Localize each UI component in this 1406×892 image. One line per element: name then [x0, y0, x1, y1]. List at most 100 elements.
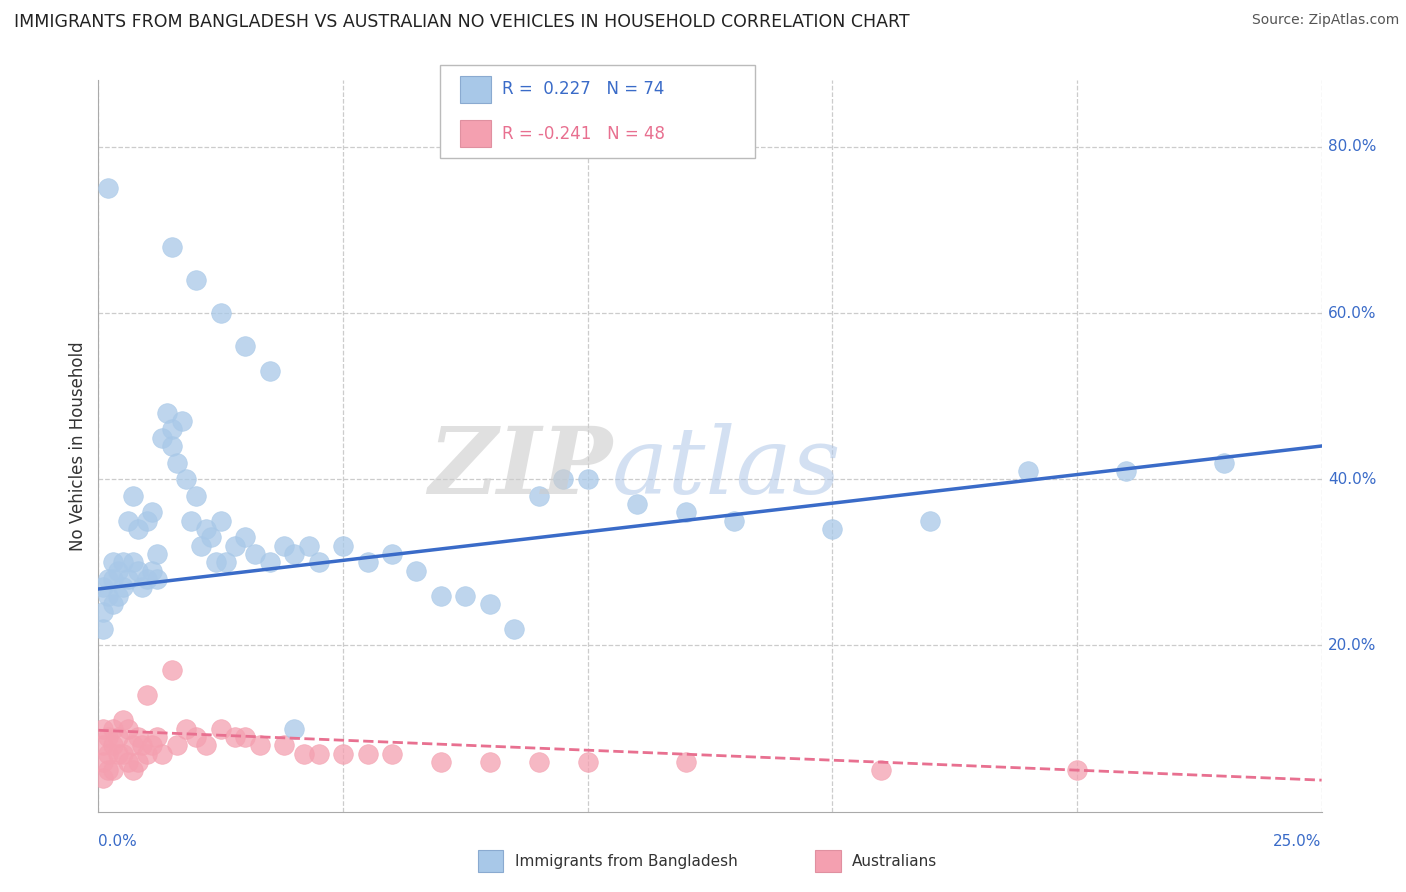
- Point: [131, 738, 153, 752]
- Point: [195, 522, 218, 536]
- Point: [136, 689, 159, 703]
- Point: [478, 597, 501, 611]
- Point: [576, 755, 599, 769]
- Point: [190, 539, 212, 553]
- Point: [91, 580, 114, 594]
- Point: [91, 622, 114, 636]
- Point: [97, 572, 120, 586]
- Point: [117, 572, 139, 586]
- Text: R = -0.241   N = 48: R = -0.241 N = 48: [502, 125, 665, 143]
- Point: [283, 722, 305, 736]
- Point: [626, 497, 648, 511]
- Point: [273, 539, 295, 553]
- Text: atlas: atlas: [612, 423, 842, 513]
- Point: [176, 722, 198, 736]
- Point: [186, 273, 208, 287]
- Point: [1066, 763, 1088, 777]
- Point: [111, 714, 134, 728]
- Point: [870, 763, 893, 777]
- Point: [127, 522, 149, 536]
- Point: [553, 472, 575, 486]
- Point: [170, 414, 193, 428]
- Point: [233, 339, 256, 353]
- Point: [160, 239, 183, 253]
- Text: 0.0%: 0.0%: [98, 834, 138, 848]
- Point: [1212, 456, 1234, 470]
- Point: [141, 738, 163, 752]
- Point: [146, 547, 169, 561]
- Point: [101, 555, 124, 569]
- Point: [136, 572, 159, 586]
- Point: [332, 539, 354, 553]
- Point: [107, 747, 129, 761]
- Point: [107, 564, 129, 578]
- Point: [91, 738, 114, 752]
- Point: [180, 514, 202, 528]
- Point: [121, 489, 143, 503]
- Text: IMMIGRANTS FROM BANGLADESH VS AUSTRALIAN NO VEHICLES IN HOUSEHOLD CORRELATION CH: IMMIGRANTS FROM BANGLADESH VS AUSTRALIAN…: [14, 13, 910, 31]
- Point: [97, 589, 120, 603]
- Point: [156, 406, 179, 420]
- Point: [503, 622, 526, 636]
- Point: [249, 738, 271, 752]
- Text: R =  0.227   N = 74: R = 0.227 N = 74: [502, 80, 664, 98]
- Point: [91, 605, 114, 619]
- Point: [675, 755, 697, 769]
- Point: [101, 763, 124, 777]
- Point: [91, 755, 114, 769]
- Point: [200, 530, 222, 544]
- Point: [243, 547, 266, 561]
- Point: [150, 431, 173, 445]
- Text: Immigrants from Bangladesh: Immigrants from Bangladesh: [515, 854, 737, 869]
- Point: [101, 597, 124, 611]
- Point: [127, 564, 149, 578]
- Point: [97, 181, 120, 195]
- Point: [121, 738, 143, 752]
- Point: [186, 730, 208, 744]
- Text: Source: ZipAtlas.com: Source: ZipAtlas.com: [1251, 13, 1399, 28]
- Point: [107, 589, 129, 603]
- Point: [224, 730, 246, 744]
- Point: [101, 572, 124, 586]
- Point: [430, 755, 453, 769]
- Point: [430, 589, 453, 603]
- Point: [97, 730, 120, 744]
- Point: [117, 755, 139, 769]
- Point: [1115, 464, 1137, 478]
- Text: ZIP: ZIP: [427, 423, 612, 513]
- Point: [111, 580, 134, 594]
- Point: [150, 747, 173, 761]
- Point: [209, 306, 232, 320]
- Point: [1017, 464, 1039, 478]
- Text: 60.0%: 60.0%: [1327, 306, 1376, 320]
- Point: [478, 755, 501, 769]
- Point: [209, 722, 232, 736]
- Point: [308, 747, 330, 761]
- Point: [381, 747, 404, 761]
- Point: [723, 514, 745, 528]
- Point: [233, 730, 256, 744]
- Point: [97, 747, 120, 761]
- Point: [136, 514, 159, 528]
- Text: Australians: Australians: [852, 854, 938, 869]
- Point: [273, 738, 295, 752]
- Point: [166, 738, 188, 752]
- Point: [214, 555, 236, 569]
- Point: [97, 763, 120, 777]
- Point: [91, 722, 114, 736]
- Text: 40.0%: 40.0%: [1327, 472, 1376, 487]
- Point: [121, 555, 143, 569]
- Point: [298, 539, 321, 553]
- Point: [259, 364, 281, 378]
- Point: [111, 747, 134, 761]
- Y-axis label: No Vehicles in Household: No Vehicles in Household: [69, 341, 87, 551]
- Point: [527, 755, 550, 769]
- Point: [576, 472, 599, 486]
- Point: [224, 539, 246, 553]
- Point: [101, 738, 124, 752]
- Point: [131, 580, 153, 594]
- Point: [259, 555, 281, 569]
- Point: [111, 555, 134, 569]
- Point: [136, 747, 159, 761]
- Point: [920, 514, 942, 528]
